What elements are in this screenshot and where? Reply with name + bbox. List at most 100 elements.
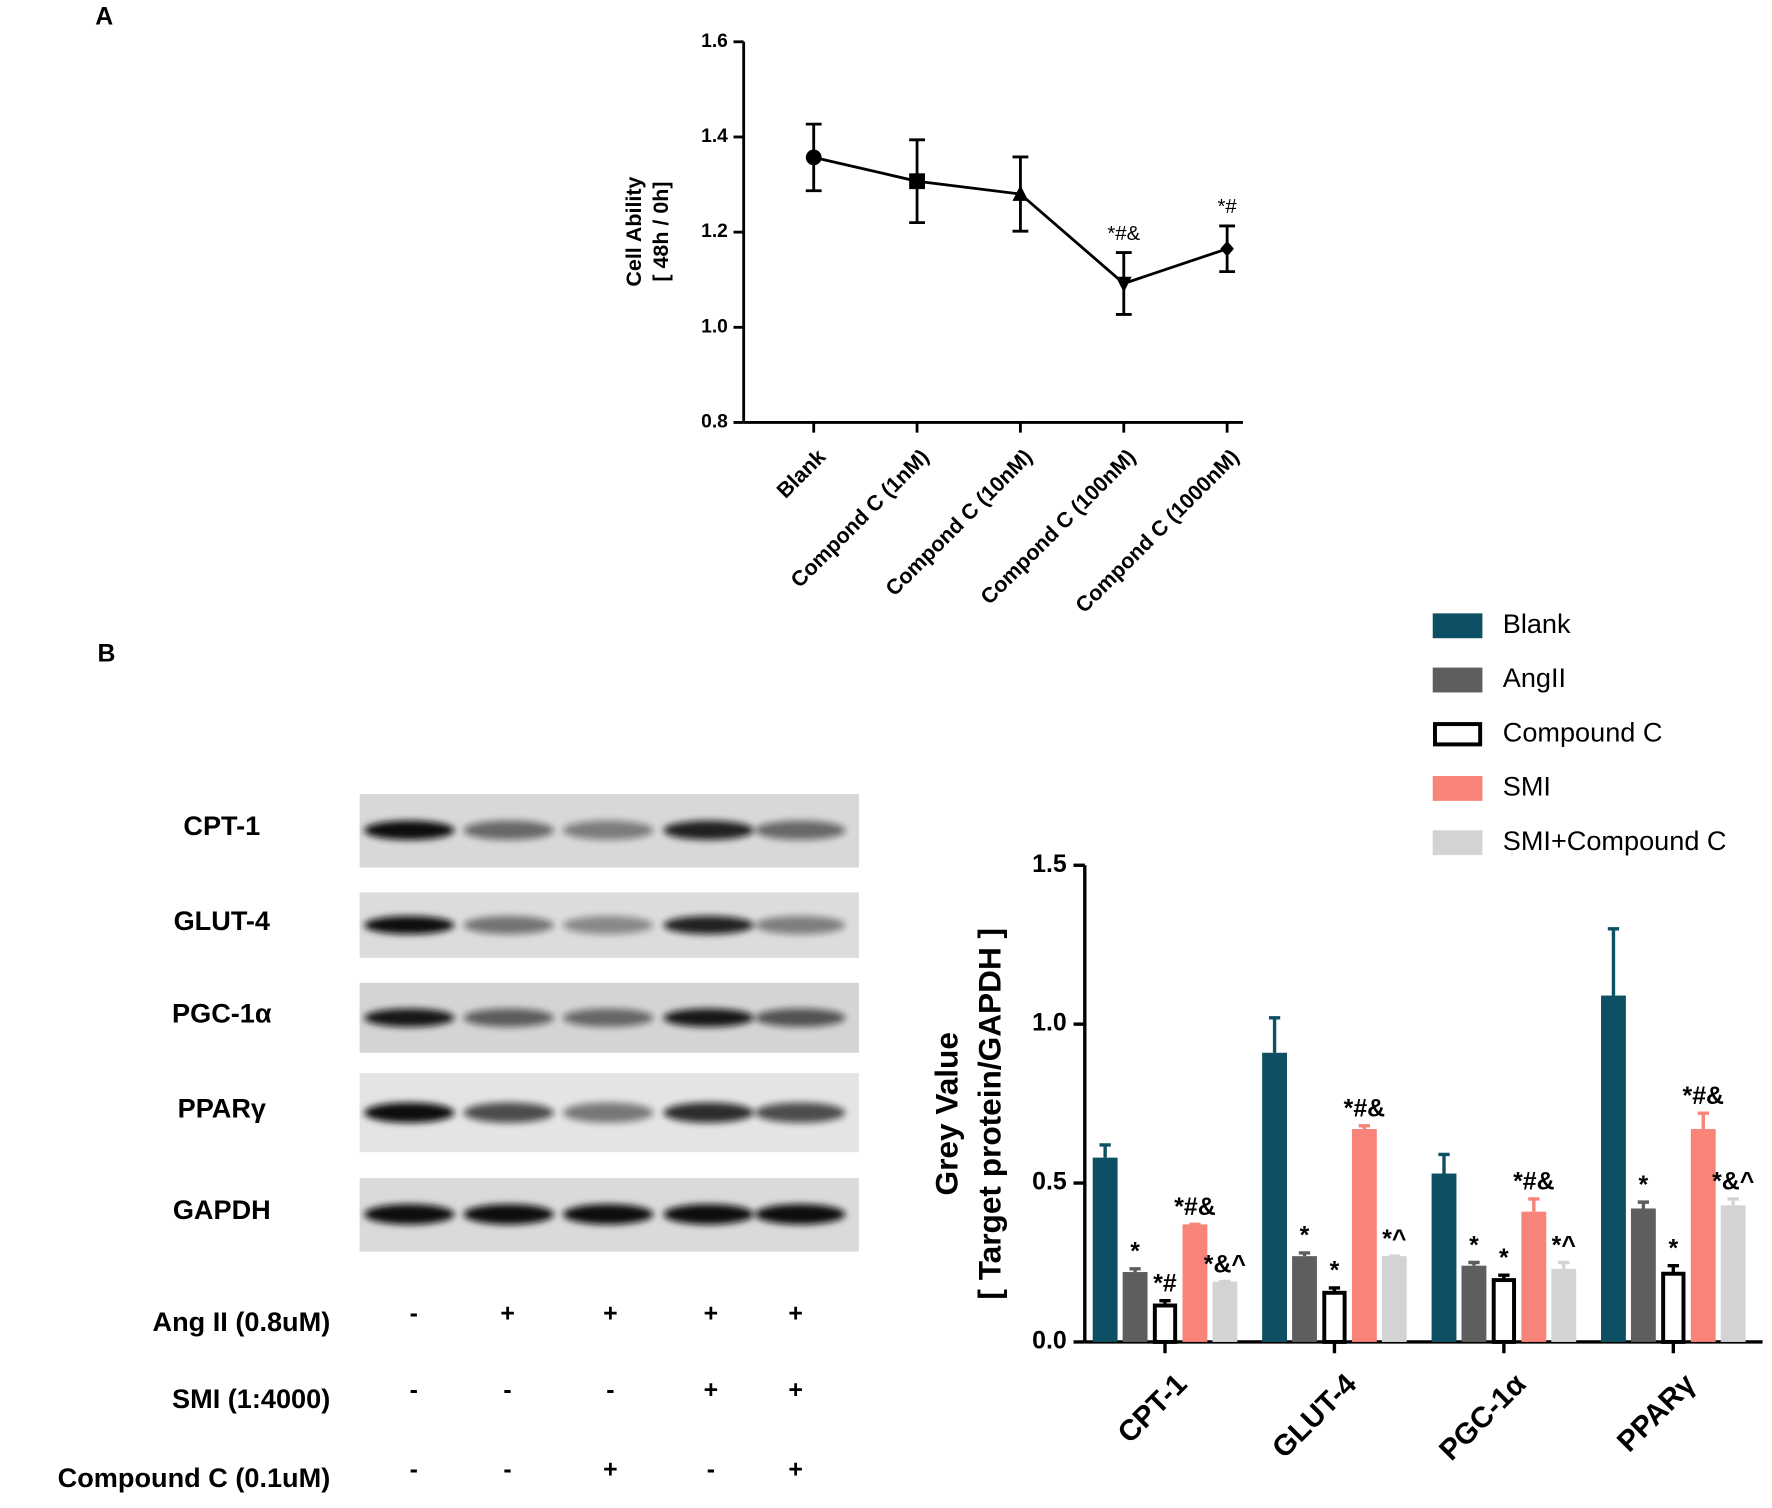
treatment-sign: - [503, 1377, 511, 1404]
blot-band [663, 915, 754, 935]
error-bar [1438, 1152, 1450, 1174]
bar [1720, 1205, 1746, 1342]
panel-label: B [98, 641, 116, 668]
error-bar [1558, 1260, 1570, 1269]
annotation: *# [1153, 1270, 1177, 1297]
error-bar [1607, 927, 1620, 996]
legend-label: AngII [1503, 662, 1566, 693]
protein-label: CPT-1 [183, 810, 260, 841]
bar [1661, 1271, 1686, 1344]
y-tick-label: 1.4 [701, 126, 728, 147]
bar [1431, 1173, 1457, 1342]
bar [1521, 1211, 1547, 1342]
bar [1381, 1256, 1407, 1342]
blot-band [463, 915, 554, 935]
error-bar [1268, 1016, 1281, 1053]
bar [1601, 995, 1626, 1342]
y-tick-label: 1.0 [701, 316, 728, 337]
error-bar [1498, 1273, 1510, 1279]
treatment-sign: + [603, 1300, 618, 1327]
data-point [1012, 185, 1029, 201]
legend-label: SMI+Compound C [1503, 825, 1727, 856]
blot-band [754, 1008, 846, 1027]
western-blot [359, 794, 859, 1252]
error-bar [1328, 1286, 1341, 1292]
blot-band [754, 1204, 846, 1225]
blot-band [562, 820, 654, 840]
treatment-sign: + [788, 1300, 803, 1327]
blot-band [663, 820, 754, 840]
annotation: * [1130, 1239, 1140, 1266]
error-bar [1697, 1111, 1709, 1130]
y-axis-label: Grey Value [929, 1032, 965, 1195]
blot-band [364, 1102, 455, 1123]
annotation: *&^ [1712, 1169, 1754, 1196]
blot-band [663, 1008, 754, 1027]
bar [1292, 1256, 1317, 1342]
bar [1092, 1157, 1118, 1342]
bar [1491, 1278, 1517, 1344]
bar [1690, 1129, 1716, 1342]
data-point [909, 173, 925, 190]
annotation: * [1499, 1245, 1509, 1272]
annotation: *#& [1344, 1096, 1385, 1123]
annotation: *#& [1174, 1194, 1215, 1221]
data-point [805, 149, 822, 166]
data-point [1115, 276, 1132, 293]
error-bar [1358, 1124, 1371, 1130]
error-bar [1637, 1200, 1650, 1209]
y-axis-label: [ Target protein/GAPDH ] [972, 928, 1008, 1300]
x-tick-label: CPT-1 [1111, 1367, 1193, 1449]
treatment-sign: + [788, 1456, 803, 1483]
blot-band [562, 1008, 654, 1027]
legend-label: Blank [1503, 608, 1571, 639]
blot-band [364, 820, 455, 840]
annotation: * [1639, 1172, 1649, 1199]
annotation: *&^ [1204, 1251, 1246, 1278]
annotation: * [1300, 1223, 1310, 1250]
protein-label: GAPDH [173, 1194, 271, 1225]
legend-swatch [1432, 613, 1483, 639]
blot-band [463, 820, 554, 840]
legend-swatch [1432, 776, 1483, 801]
annotation: * [1330, 1258, 1340, 1285]
bar [1551, 1268, 1577, 1342]
error-bar [1298, 1251, 1311, 1257]
blot-band [562, 1102, 654, 1123]
error-bar [1468, 1260, 1480, 1266]
treatment-sign: - [410, 1456, 418, 1483]
legend-swatch [1433, 722, 1483, 747]
treatment-sign: + [704, 1300, 719, 1327]
treatment-label: Compound C (0.1uM) [58, 1462, 331, 1493]
y-tick-label: 1.6 [701, 31, 728, 52]
bar [1630, 1208, 1656, 1342]
bar [1262, 1052, 1288, 1342]
annotation: *^ [1552, 1232, 1576, 1259]
blot-band [562, 915, 654, 935]
annotation: *#& [1683, 1083, 1724, 1110]
legend-swatch [1432, 667, 1483, 693]
y-tick-label: 0.0 [1032, 1328, 1067, 1355]
legend-swatch [1432, 830, 1483, 856]
x-tick-label: PGC-1α [1433, 1367, 1533, 1467]
x-tick-label: PPARγ [1611, 1367, 1702, 1458]
protein-label: PPARγ [178, 1093, 266, 1124]
treatment-sign: - [606, 1377, 614, 1404]
bar [1122, 1272, 1148, 1342]
y-tick-label: 0.5 [1032, 1169, 1067, 1196]
bar [1152, 1303, 1178, 1344]
annotation: *#& [1513, 1169, 1554, 1196]
bar [1461, 1265, 1487, 1342]
blot-band [754, 915, 846, 935]
x-tick-label: GLUT-4 [1266, 1367, 1364, 1465]
x-tick-label: Blank [772, 445, 830, 503]
legend-label: SMI [1503, 771, 1551, 802]
bar [1182, 1224, 1208, 1342]
blot-band [754, 1102, 846, 1123]
panel-label: A [95, 4, 113, 31]
treatment-label: Ang II (0.8uM) [153, 1306, 331, 1337]
treatment-sign: + [603, 1456, 618, 1483]
annotation: * [1668, 1235, 1678, 1262]
error-bar [1099, 1143, 1111, 1158]
